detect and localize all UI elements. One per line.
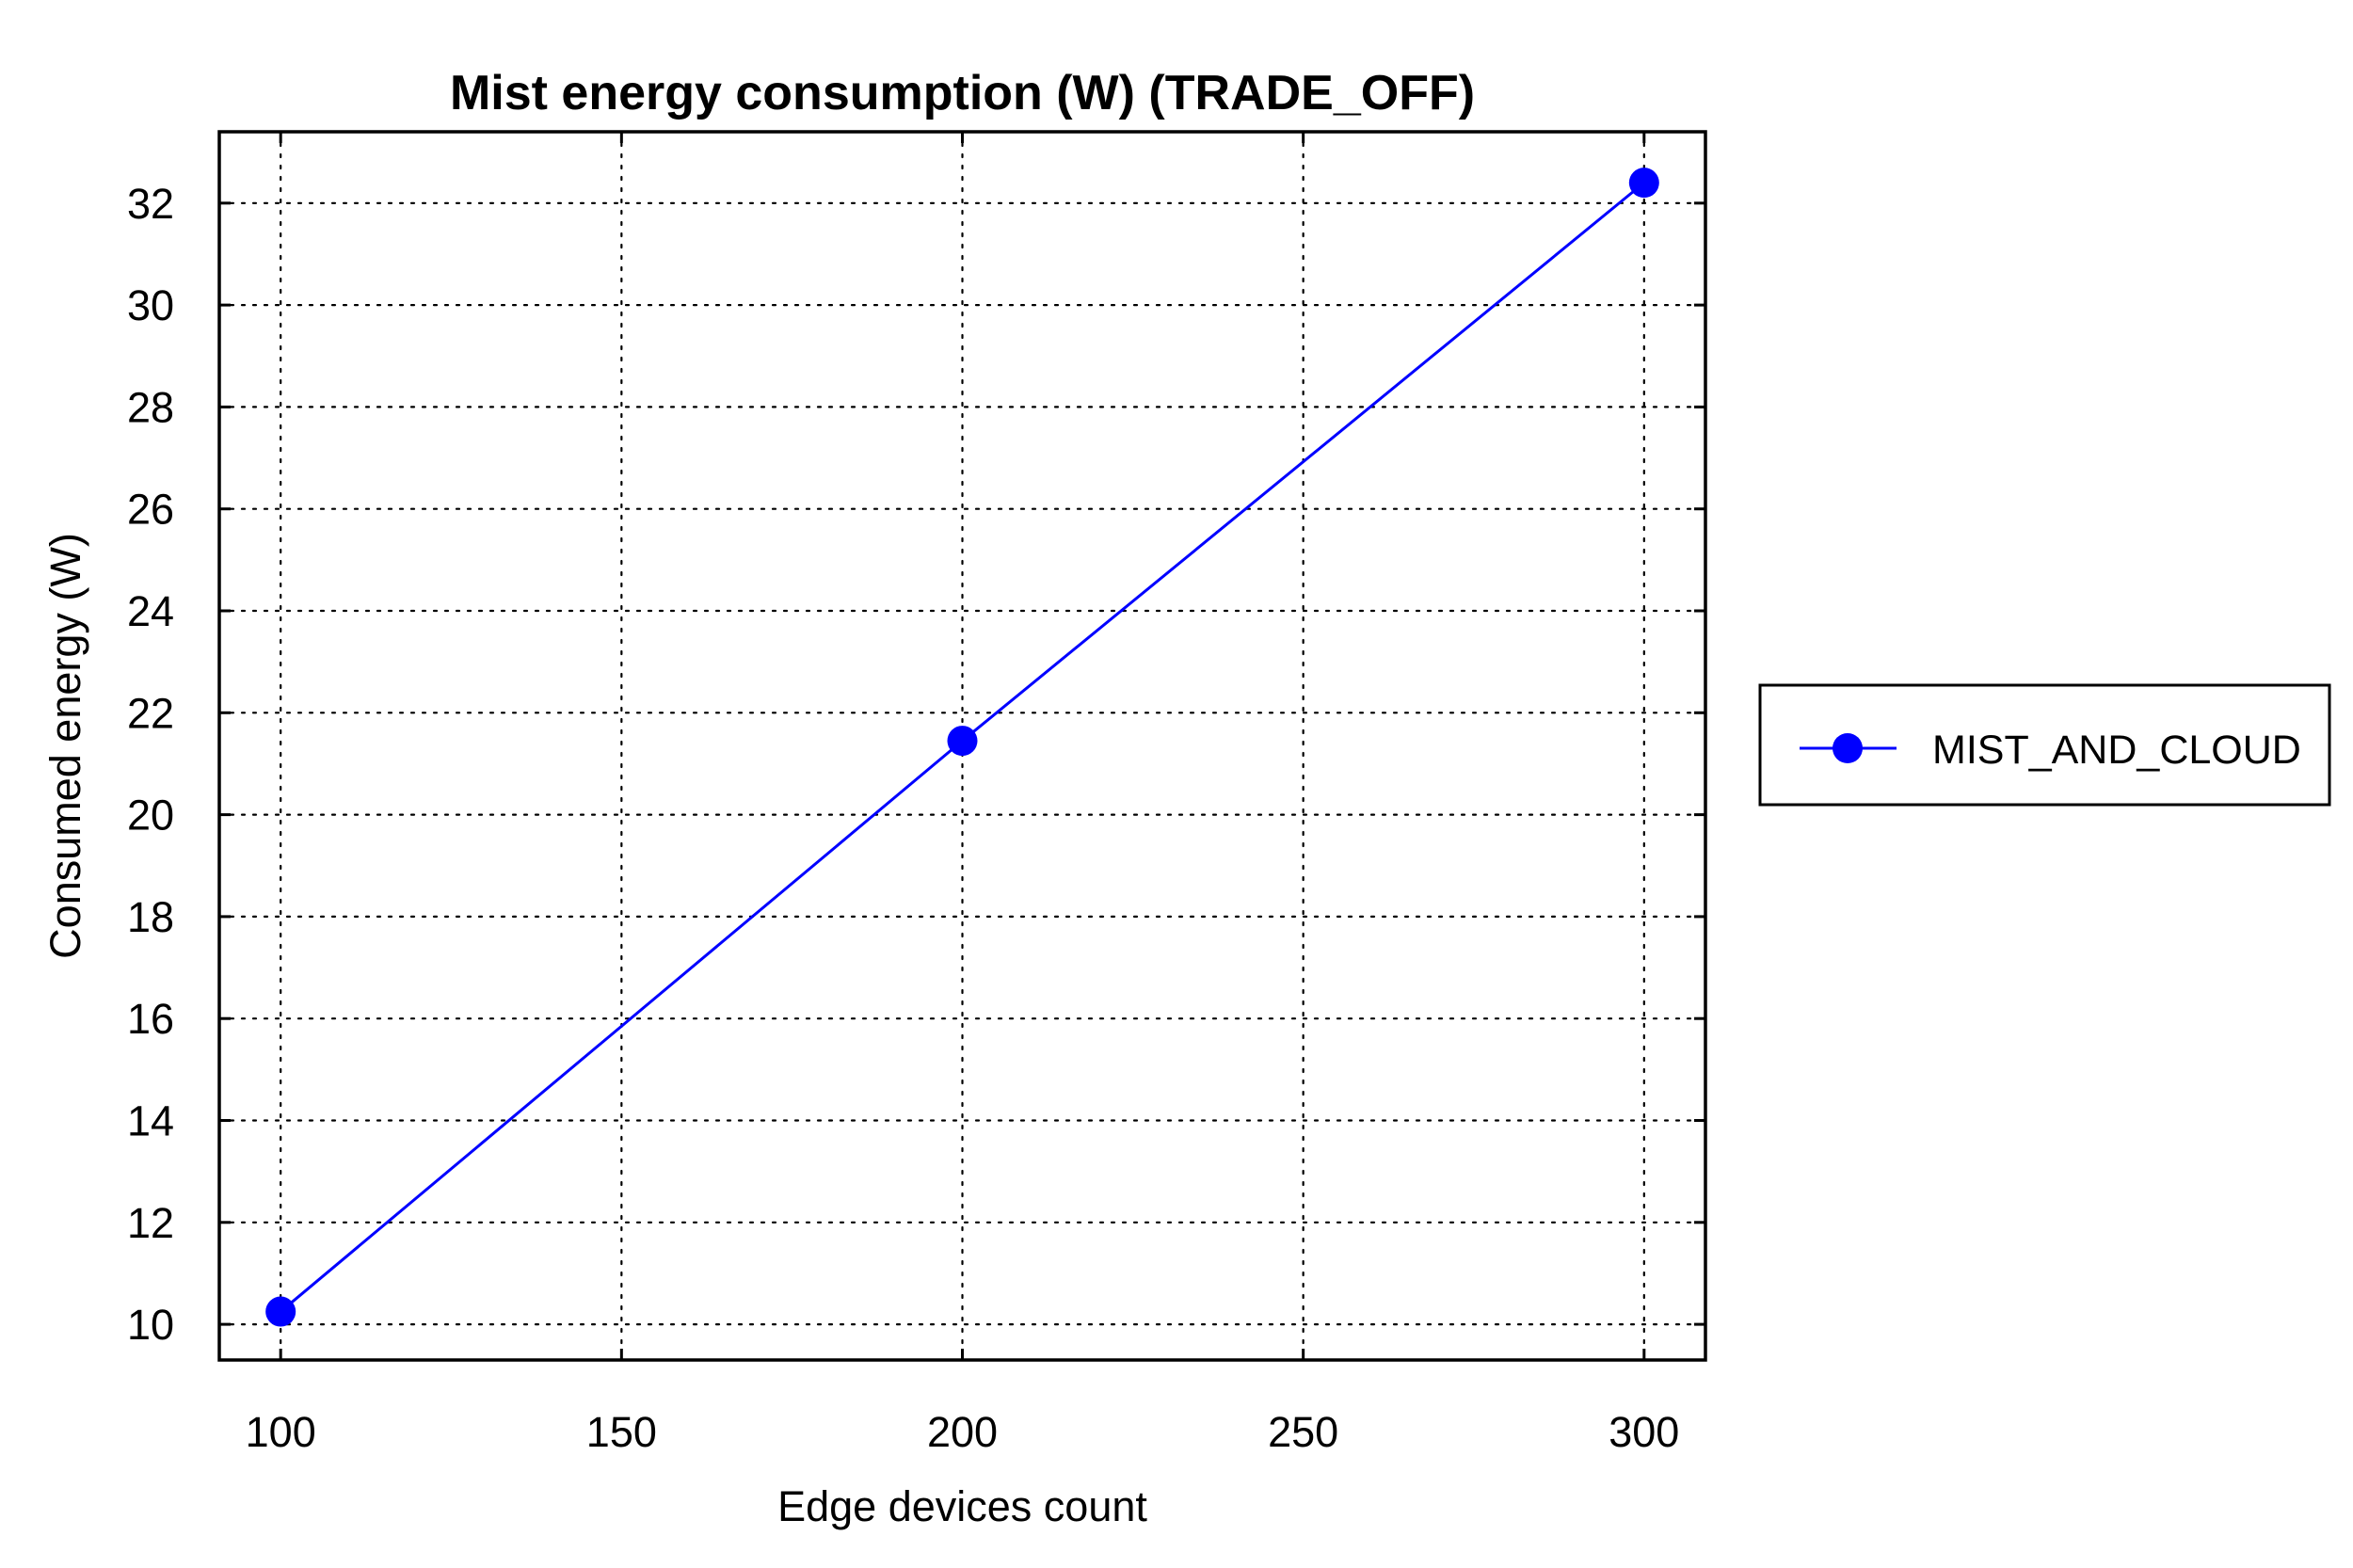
y-tick-label-20: 20 <box>127 792 174 840</box>
legend-label: MIST_AND_CLOUD <box>1932 728 2301 773</box>
x-tick-label-100: 100 <box>246 1408 316 1456</box>
series-layer <box>265 168 1659 1327</box>
plot-frame <box>217 130 1707 1362</box>
x-axis-label: Edge devices count <box>777 1482 1147 1530</box>
legend-box <box>1758 683 2331 807</box>
x-tick-label-250: 250 <box>1268 1408 1338 1456</box>
x-tick-label-200: 200 <box>927 1408 998 1456</box>
grid <box>217 130 1707 1362</box>
x-tick-label-150: 150 <box>586 1408 657 1456</box>
data-point-300 <box>1628 168 1659 199</box>
data-point-100 <box>265 1296 296 1327</box>
y-tick-label-12: 12 <box>127 1199 174 1247</box>
y-tick-label-28: 28 <box>127 383 174 431</box>
y-tick-label-14: 14 <box>127 1096 174 1144</box>
chart-title: Mist energy consumption (W) (TRADE_OFF) <box>450 66 1475 120</box>
y-tick-label-22: 22 <box>127 689 174 737</box>
y-tick-label-32: 32 <box>127 180 174 228</box>
legend: MIST_AND_CLOUD <box>1758 683 2331 807</box>
data-point-200 <box>947 726 978 757</box>
tick-labels: 100 150 200 250 300 10 12 14 16 18 20 22 24 26 28 30 32 <box>127 180 1679 1456</box>
y-tick-label-30: 30 <box>127 281 174 329</box>
y-tick-label-26: 26 <box>127 486 174 534</box>
y-axis-label: Consumed energy (W) <box>41 533 89 959</box>
axis-ticks <box>219 132 1705 1360</box>
y-tick-label-18: 18 <box>127 893 174 941</box>
y-tick-label-24: 24 <box>127 587 174 635</box>
x-tick-label-300: 300 <box>1609 1408 1679 1456</box>
y-tick-label-10: 10 <box>127 1301 174 1349</box>
y-tick-label-16: 16 <box>127 995 174 1043</box>
legend-marker <box>1833 733 1863 763</box>
